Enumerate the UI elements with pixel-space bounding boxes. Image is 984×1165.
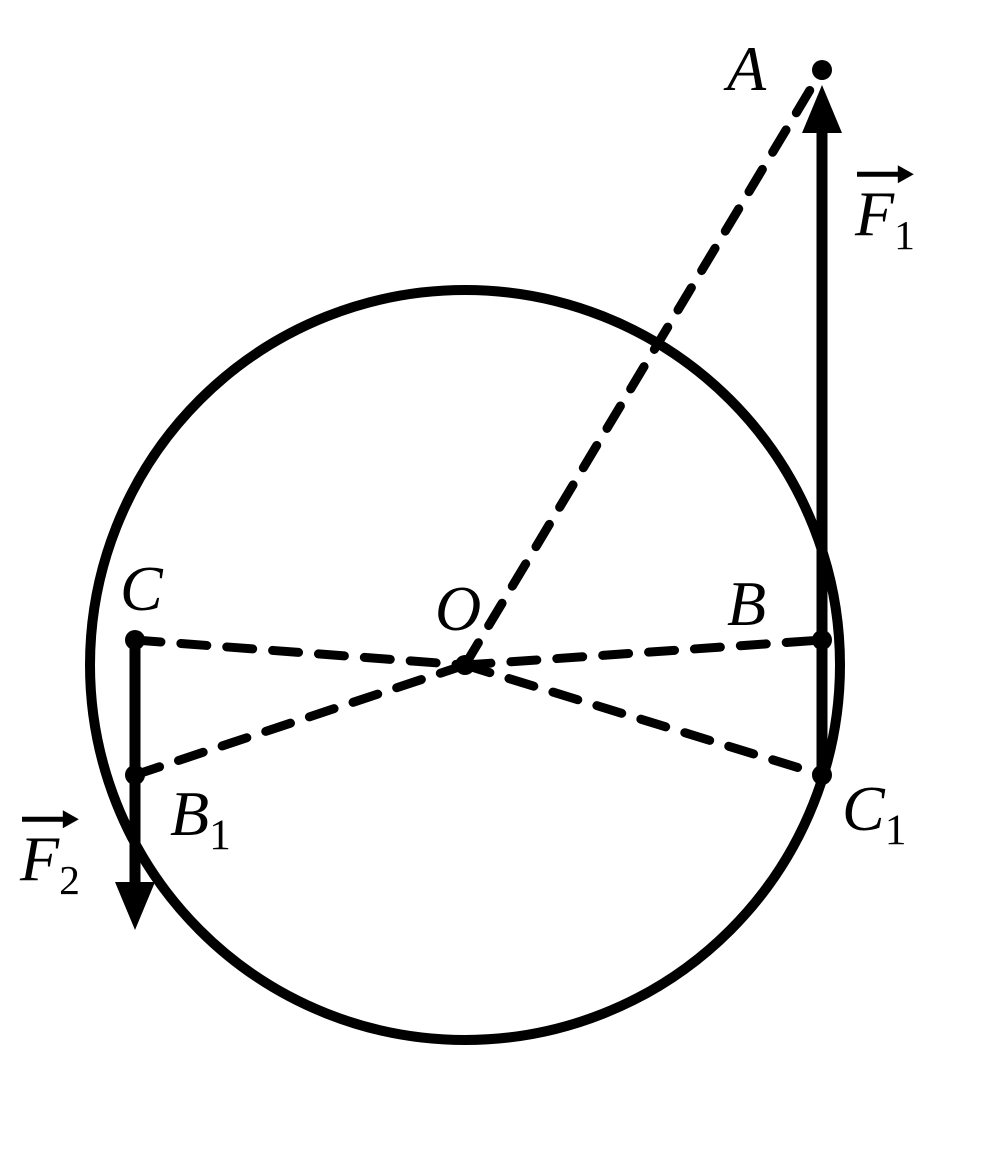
label-C: C	[120, 553, 164, 624]
svg-text:C: C	[120, 553, 164, 624]
svg-text:O: O	[435, 573, 481, 644]
svg-text:B: B	[727, 568, 766, 639]
label-O: O	[435, 573, 481, 644]
point-B1	[125, 765, 145, 785]
physics-diagram: OABC1CB1F1F2	[0, 0, 984, 1165]
point-C	[125, 630, 145, 650]
label-B: B	[727, 568, 766, 639]
point-A	[812, 60, 832, 80]
point-O	[455, 655, 475, 675]
svg-text:A: A	[723, 33, 767, 104]
point-C1	[812, 765, 832, 785]
point-B	[812, 630, 832, 650]
label-A: A	[723, 33, 767, 104]
